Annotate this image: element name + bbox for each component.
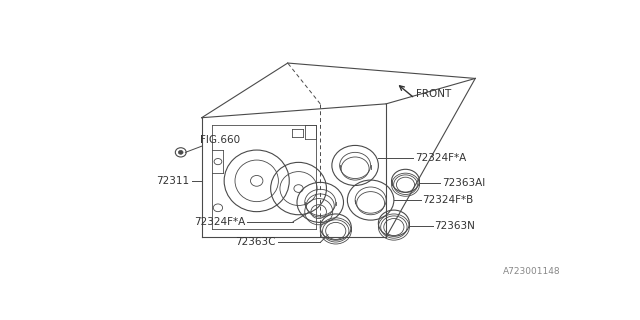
Text: A723001148: A723001148	[503, 267, 561, 276]
Ellipse shape	[179, 150, 183, 154]
Text: FIG.660: FIG.660	[200, 135, 240, 145]
Text: 72363C: 72363C	[236, 237, 276, 247]
Text: 72363AI: 72363AI	[442, 178, 485, 188]
Text: FRONT: FRONT	[415, 89, 451, 99]
Text: 72311: 72311	[156, 176, 189, 186]
Text: 72363N: 72363N	[434, 220, 475, 230]
Text: 72324F*A: 72324F*A	[194, 217, 245, 227]
Text: 72324F*B: 72324F*B	[422, 195, 474, 205]
Text: 72324F*A: 72324F*A	[415, 153, 466, 163]
